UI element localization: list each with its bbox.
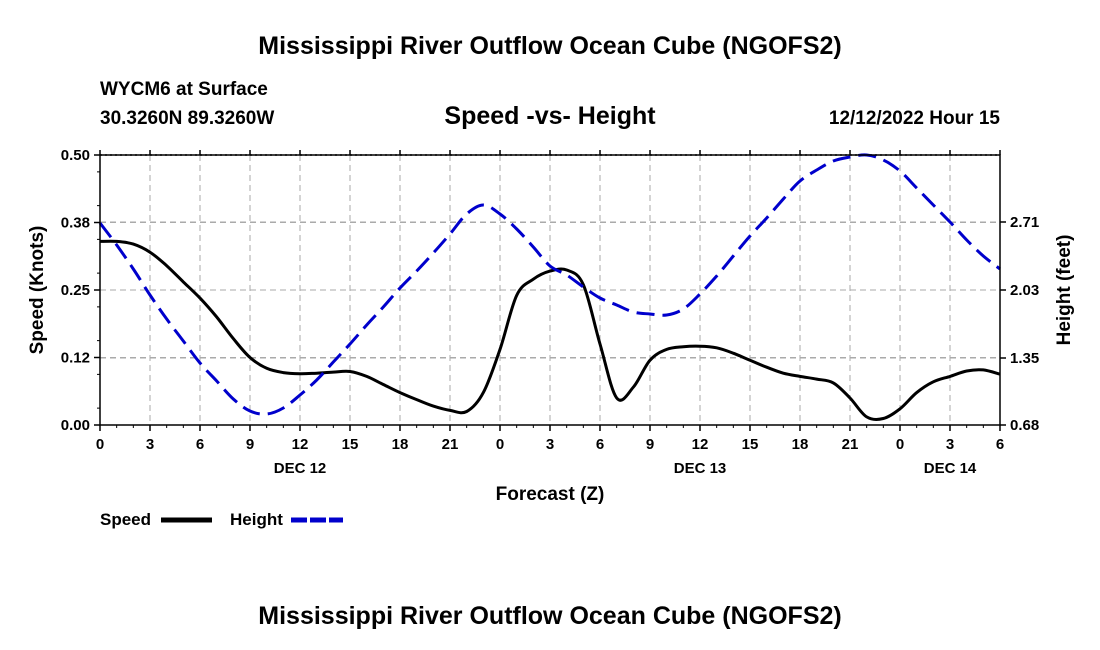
x-tick-label: 15 xyxy=(742,436,759,453)
datetime-label: 12/12/2022 Hour 15 xyxy=(829,108,1001,129)
x-tick-label: 0 xyxy=(496,436,504,453)
legend-label-height: Height xyxy=(230,510,283,529)
x-tick-label: 12 xyxy=(292,436,309,453)
x-tick-label: 0 xyxy=(896,436,904,453)
series-line-speed xyxy=(99,239,1001,422)
station-label: WYCM6 at Surface xyxy=(100,79,268,100)
x-tick-label: 21 xyxy=(842,436,859,453)
axes: 0 3 6 9 12 15 18 21 0 3 6 9 12 15 18 21 0 3 6 DEC 12 DEC 13 D… xyxy=(61,147,1039,477)
x-tick-label: 3 xyxy=(546,436,554,453)
y-tick-label: 0.38 xyxy=(61,215,90,232)
grid xyxy=(100,154,1000,426)
x-tick-label: 18 xyxy=(392,436,409,453)
x-date-label: DEC 12 xyxy=(274,460,327,477)
x-axis-label: Forecast (Z) xyxy=(496,484,605,505)
chart-subtitle: Speed -vs- Height xyxy=(444,102,656,130)
legend: Speed Height xyxy=(100,510,343,529)
x-tick-label: 6 xyxy=(596,436,604,453)
y2-tick-label: 0.68 xyxy=(1010,417,1039,434)
y2-tick-label: 2.03 xyxy=(1010,282,1039,299)
y2-tick-label: 2.71 xyxy=(1010,214,1039,231)
x-tick-label: 15 xyxy=(342,436,359,453)
x-tick-label: 12 xyxy=(692,436,709,453)
y-tick-label: 0.25 xyxy=(61,282,90,299)
y-tick-label: 0.50 xyxy=(61,147,90,164)
footer-title: Mississippi River Outflow Ocean Cube (NG… xyxy=(258,602,841,630)
x-tick-label: 18 xyxy=(792,436,809,453)
y2-axis-label: Height (feet) xyxy=(1054,235,1075,346)
x-tick-label: 0 xyxy=(96,436,104,453)
y-tick-label: 0.00 xyxy=(61,417,90,434)
legend-label-speed: Speed xyxy=(100,510,151,529)
x-tick-label: 3 xyxy=(946,436,954,453)
series-line-height xyxy=(98,153,1001,416)
x-tick-label: 3 xyxy=(146,436,154,453)
chart-title: Mississippi River Outflow Ocean Cube (NG… xyxy=(258,32,841,60)
x-tick-label: 9 xyxy=(646,436,654,453)
location-label: 30.3260N 89.3260W xyxy=(100,108,274,129)
x-tick-label: 21 xyxy=(442,436,459,453)
y2-tick-label: 1.35 xyxy=(1010,350,1039,367)
x-tick-label: 6 xyxy=(196,436,204,453)
x-date-label: DEC 14 xyxy=(924,460,977,477)
series-layer xyxy=(98,153,1001,422)
x-tick-label: 6 xyxy=(996,436,1004,453)
x-tick-label: 9 xyxy=(246,436,254,453)
y-axis-label: Speed (Knots) xyxy=(27,226,48,355)
x-date-label: DEC 13 xyxy=(674,460,727,477)
y-tick-label: 0.12 xyxy=(61,350,90,367)
